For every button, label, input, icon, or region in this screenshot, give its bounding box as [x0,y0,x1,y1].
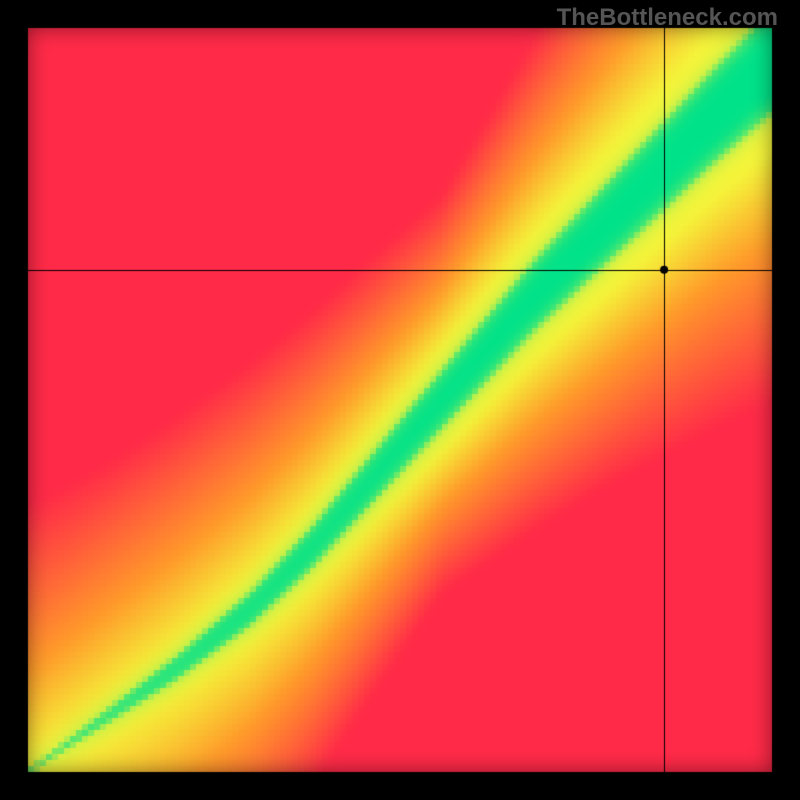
chart-container: { "watermark": { "text": "TheBottleneck.… [0,0,800,800]
bottleneck-heatmap [0,0,800,800]
watermark-text: TheBottleneck.com [557,4,778,32]
